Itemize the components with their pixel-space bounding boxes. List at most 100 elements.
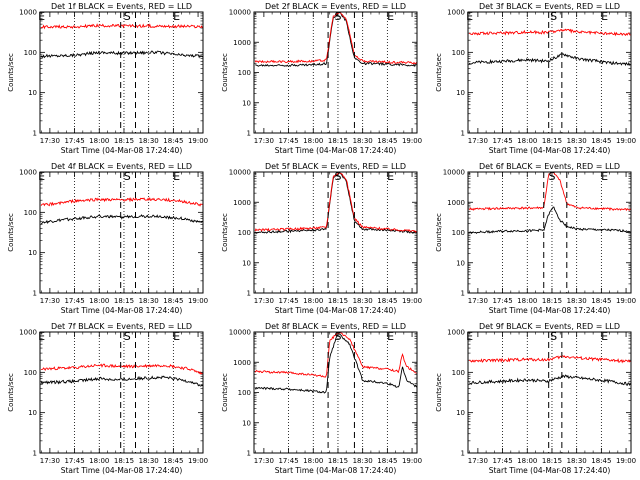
panel-title: Det 9f BLACK = Events, RED = LLD xyxy=(479,322,620,331)
y-tick-label: 10 xyxy=(28,409,37,417)
x-tick-label: 18:30 xyxy=(139,457,159,465)
x-tick-label: 17:30 xyxy=(468,457,488,465)
panel-1: Det 1f BLACK = Events, RED = LLD Counts/s… xyxy=(7,2,208,155)
x-tick-label: 17:30 xyxy=(40,137,60,145)
panel-title: Det 5f BLACK = Events, RED = LLD xyxy=(265,162,406,171)
x-tick-label: 17:45 xyxy=(492,457,512,465)
y-tick-label: 1 xyxy=(461,450,465,458)
series-line-1 xyxy=(254,11,417,68)
y-axis-label: Counts/sec xyxy=(7,373,15,412)
x-tick-label: 19:00 xyxy=(188,137,208,145)
y-tick-label: 100 xyxy=(24,369,37,377)
x-tick-label: 18:30 xyxy=(353,137,373,145)
event-marker-label: S xyxy=(124,330,131,343)
x-tick-label: 17:45 xyxy=(492,137,512,145)
x-tick-label: 17:30 xyxy=(40,297,60,305)
x-tick-label: 17:30 xyxy=(254,297,274,305)
x-tick-label: 17:45 xyxy=(278,457,298,465)
y-tick-label: 1000 xyxy=(233,39,251,47)
y-tick-label: 1000 xyxy=(447,199,465,207)
x-tick-label: 18:00 xyxy=(303,137,323,145)
y-tick-label: 10 xyxy=(28,249,37,257)
event-marker-label: E xyxy=(387,330,394,343)
x-tick-label: 18:45 xyxy=(591,457,611,465)
x-tick-label: 19:00 xyxy=(188,457,208,465)
y-tick-label: 100 xyxy=(238,229,251,237)
event-marker-label: S xyxy=(124,10,131,23)
x-tick-label: 18:30 xyxy=(139,137,159,145)
x-axis-label: Start Time (04-Mar-08 17:24:40) xyxy=(489,306,611,315)
panel-5: Det 5f BLACK = Events, RED = LLD Counts/s… xyxy=(221,162,422,315)
y-tick-label: 1000 xyxy=(19,169,37,177)
panel-8: Det 8f BLACK = Events, RED = LLD Counts/s… xyxy=(221,322,422,475)
x-tick-label: 18:00 xyxy=(89,297,109,305)
panel-title: Det 2f BLACK = Events, RED = LLD xyxy=(265,2,406,11)
plot-frame xyxy=(39,171,204,294)
plot-frame xyxy=(253,11,418,134)
y-tick-label: 10 xyxy=(456,89,465,97)
x-tick-label: 18:45 xyxy=(591,137,611,145)
y-tick-label: 10 xyxy=(28,89,37,97)
y-tick-label: 100 xyxy=(238,69,251,77)
series-line-2 xyxy=(41,363,203,375)
event-marker-label: E xyxy=(387,170,394,183)
x-tick-label: 18:00 xyxy=(89,137,109,145)
x-tick-label: 18:45 xyxy=(377,137,397,145)
y-tick-label: 10 xyxy=(242,419,251,427)
x-tick-label: 19:00 xyxy=(402,137,422,145)
x-tick-label: 17:30 xyxy=(254,137,274,145)
x-tick-label: 18:15 xyxy=(114,457,134,465)
x-tick-label: 19:00 xyxy=(188,297,208,305)
x-tick-label: 18:30 xyxy=(567,297,587,305)
y-tick-label: 10 xyxy=(456,259,465,267)
x-tick-label: 17:30 xyxy=(254,457,274,465)
series-line-2 xyxy=(254,171,417,233)
x-tick-label: 17:45 xyxy=(278,137,298,145)
y-tick-label: 1000 xyxy=(19,9,37,17)
series-line-1 xyxy=(254,333,417,394)
y-tick-label: 10 xyxy=(242,99,251,107)
panel-title: Det 1f BLACK = Events, RED = LLD xyxy=(51,2,192,11)
event-marker-label: S xyxy=(550,10,557,23)
x-axis-label: Start Time (04-Mar-08 17:24:40) xyxy=(489,146,611,155)
x-tick-label: 18:30 xyxy=(567,457,587,465)
y-axis-label: Counts/sec xyxy=(435,213,443,252)
y-tick-label: 10000 xyxy=(229,169,251,177)
y-axis-label: Counts/sec xyxy=(221,373,229,412)
panel-3: Det 3f BLACK = Events, RED = LLD Counts/s… xyxy=(435,2,636,155)
plot-frame xyxy=(467,331,632,454)
y-tick-label: 10 xyxy=(456,409,465,417)
x-tick-label: 18:45 xyxy=(163,297,183,305)
event-marker-label: S xyxy=(548,170,555,183)
plot-frame xyxy=(39,11,204,134)
y-tick-label: 100 xyxy=(24,209,37,217)
x-axis-label: Start Time (04-Mar-08 17:24:40) xyxy=(489,466,611,475)
x-tick-label: 18:45 xyxy=(591,297,611,305)
y-axis-label: Counts/sec xyxy=(221,53,229,92)
plot-frame xyxy=(39,331,204,454)
x-tick-label: 17:45 xyxy=(278,297,298,305)
panel-title: Det 4f BLACK = Events, RED = LLD xyxy=(51,162,192,171)
y-tick-label: 100 xyxy=(238,389,251,397)
series-line-2 xyxy=(468,171,631,212)
y-tick-label: 1000 xyxy=(447,329,465,337)
panel-9: Det 9f BLACK = Events, RED = LLD Counts/s… xyxy=(435,322,636,475)
panel-title: Det 3f BLACK = Events, RED = LLD xyxy=(479,2,620,11)
series-line-1 xyxy=(40,375,203,387)
series-line-1 xyxy=(468,374,631,386)
y-tick-label: 1000 xyxy=(233,199,251,207)
plot-frame xyxy=(253,171,418,294)
y-tick-label: 1 xyxy=(33,450,37,458)
panel-4: Det 4f BLACK = Events, RED = LLD Counts/s… xyxy=(7,162,208,315)
series-line-1 xyxy=(40,214,203,225)
x-tick-label: 17:30 xyxy=(40,457,60,465)
x-tick-label: 17:45 xyxy=(64,457,84,465)
panel-title: Det 8f BLACK = Events, RED = LLD xyxy=(265,322,406,331)
event-marker-label: S xyxy=(334,10,341,23)
y-tick-label: 1 xyxy=(33,290,37,298)
event-marker-label: S xyxy=(334,170,341,183)
event-marker-label: E xyxy=(466,10,473,23)
event-marker-label: E xyxy=(173,10,180,23)
x-tick-label: 18:00 xyxy=(517,137,537,145)
